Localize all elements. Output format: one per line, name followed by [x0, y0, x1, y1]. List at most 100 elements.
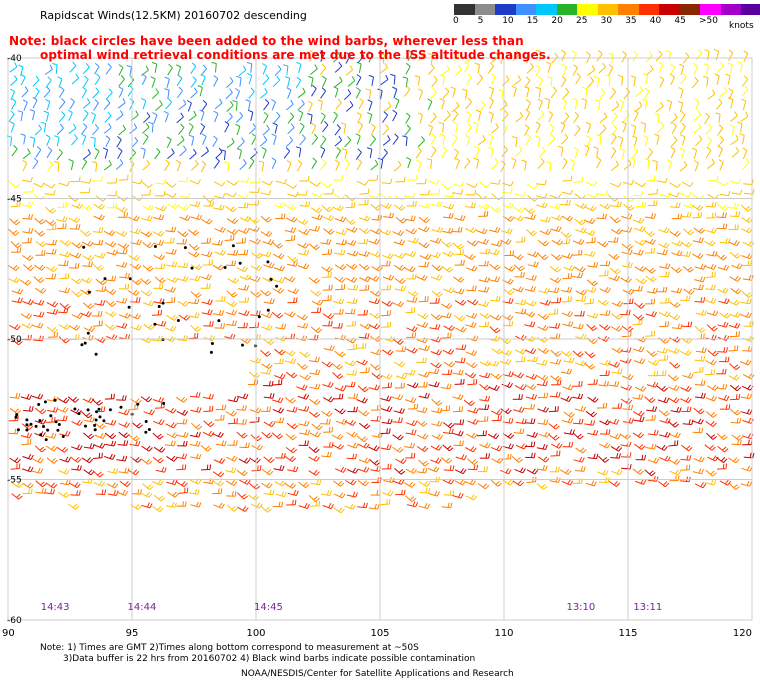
wind-barb	[164, 88, 170, 99]
wind-barb	[634, 181, 646, 188]
wind-barb	[335, 229, 348, 236]
wind-barb	[442, 422, 455, 429]
wind-barb	[560, 238, 571, 245]
wind-barb	[622, 288, 635, 295]
wind-barb	[489, 326, 501, 334]
wind-barb	[379, 52, 386, 64]
wind-barb	[705, 359, 717, 366]
wind-barb	[538, 456, 550, 463]
wind-barb	[59, 251, 71, 258]
wind-barb	[356, 342, 367, 349]
wind-barb	[416, 467, 428, 474]
wind-barb	[611, 112, 618, 124]
wind-barb	[92, 239, 104, 246]
wind-barb	[143, 300, 155, 307]
wind-barb	[527, 261, 539, 268]
wind-barb	[680, 455, 692, 461]
wind-barb	[260, 289, 272, 297]
wind-barb	[58, 98, 66, 110]
wind-barb	[418, 242, 430, 249]
wind-barb	[368, 323, 381, 330]
wind-barb	[93, 203, 105, 210]
wind-barb	[405, 467, 418, 474]
wind-barb	[479, 100, 486, 113]
wind-barb	[346, 491, 358, 498]
wind-barb	[599, 477, 610, 484]
wind-barb	[572, 418, 584, 425]
wind-barb	[10, 463, 21, 470]
wind-barb	[142, 159, 150, 171]
wind-barb	[587, 65, 596, 76]
wind-barb	[273, 111, 281, 124]
wind-barb	[81, 204, 93, 211]
wind-barb	[286, 260, 299, 267]
wind-barb	[131, 136, 139, 148]
wind-barb	[83, 326, 96, 333]
wind-barb	[491, 409, 503, 416]
wind-barb	[116, 206, 128, 213]
wind-barb	[22, 148, 31, 160]
wind-barb	[597, 402, 608, 409]
wind-barb	[250, 310, 261, 317]
wind-barb	[285, 234, 296, 242]
wind-barb	[287, 112, 295, 124]
wind-barb	[335, 239, 347, 246]
wind-barb	[82, 261, 93, 267]
wind-barb	[176, 501, 187, 507]
wind-barb	[190, 501, 202, 508]
wind-barb	[142, 204, 155, 211]
wind-barb	[127, 469, 140, 476]
wind-barb	[153, 254, 166, 261]
wind-barb	[332, 298, 345, 305]
wind-barb	[584, 250, 596, 257]
wind-barb	[311, 157, 318, 170]
contamination-circle	[97, 407, 101, 411]
wind-barb	[164, 192, 177, 198]
wind-barb	[441, 183, 453, 190]
wind-barb	[189, 392, 201, 398]
wind-barb	[621, 213, 633, 220]
wind-barb	[249, 357, 262, 364]
wind-barb	[610, 201, 622, 208]
wind-barb	[645, 275, 657, 283]
wind-barb	[488, 276, 501, 283]
wind-barb	[321, 410, 333, 417]
wind-barb	[477, 238, 489, 245]
wind-barb	[236, 469, 248, 477]
wind-barb	[581, 98, 587, 110]
wind-barb	[118, 86, 124, 98]
wind-barb	[575, 447, 587, 454]
wind-barb	[431, 407, 443, 414]
wind-barb	[550, 450, 561, 457]
wind-barb	[442, 428, 454, 435]
legend-swatch	[638, 4, 659, 15]
wind-barb	[390, 73, 396, 85]
wind-barb	[549, 277, 562, 284]
wind-barb	[143, 323, 155, 331]
contamination-circle	[153, 322, 157, 326]
wind-barb	[395, 373, 408, 380]
wind-barb	[584, 351, 596, 359]
contamination-circle	[46, 428, 50, 432]
wind-barb	[442, 444, 454, 452]
wind-barb	[427, 98, 433, 110]
wind-barb	[213, 502, 225, 509]
wind-barb	[550, 442, 563, 449]
wind-barb	[68, 216, 81, 224]
wind-barb	[115, 230, 128, 237]
wind-barb	[381, 321, 392, 328]
wind-barb	[333, 308, 344, 315]
wind-barb	[370, 123, 376, 136]
wind-barb	[441, 369, 453, 376]
wind-barb	[691, 76, 699, 89]
wind-barb	[106, 482, 119, 489]
wind-barb	[740, 480, 753, 487]
wind-barb	[248, 200, 260, 206]
wind-barb	[404, 442, 416, 449]
wind-barb	[681, 321, 693, 328]
wind-barb	[227, 249, 239, 256]
wind-barb	[308, 469, 320, 476]
wind-barb	[335, 98, 342, 110]
wind-barb	[474, 62, 480, 74]
wind-barb	[44, 488, 56, 495]
